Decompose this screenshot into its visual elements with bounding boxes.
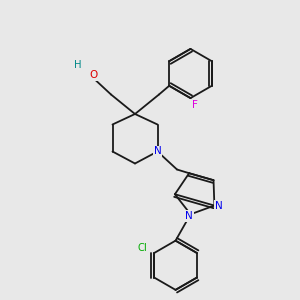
Text: Cl: Cl (138, 243, 148, 253)
Text: N: N (154, 146, 161, 157)
Text: N: N (185, 211, 193, 221)
Text: H: H (74, 60, 82, 70)
Text: N: N (215, 201, 223, 211)
Text: O: O (89, 70, 98, 80)
Text: F: F (192, 100, 198, 110)
